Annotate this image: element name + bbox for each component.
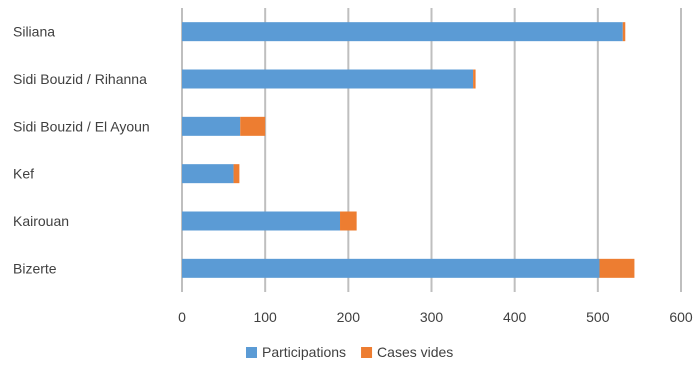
bar-participations-sidi-bouzid-rihanna bbox=[182, 69, 474, 89]
category-label: Kairouan bbox=[13, 213, 69, 229]
x-tick-label: 300 bbox=[420, 309, 444, 325]
bar-participations-kairouan bbox=[182, 211, 341, 231]
legend-swatch-cases-vides bbox=[361, 347, 373, 358]
bar-participations-bizerte bbox=[182, 258, 600, 278]
gridlines bbox=[181, 8, 682, 292]
category-label: Siliana bbox=[13, 24, 55, 40]
category-label: Sidi Bouzid / Rihanna bbox=[13, 71, 147, 87]
bar-participations-siliana bbox=[182, 22, 623, 42]
x-tick-label: 200 bbox=[337, 309, 361, 325]
bars bbox=[182, 22, 635, 278]
x-axis-tick-labels: 0 100 200 300 400 500 600 bbox=[178, 309, 693, 325]
bar-cases-vides-kairouan bbox=[340, 211, 357, 231]
bar-participations-sidi-bouzid-el-ayoun bbox=[182, 116, 241, 136]
legend-label-cases-vides: Cases vides bbox=[377, 344, 453, 360]
bar-cases-vides-kef bbox=[233, 164, 240, 184]
category-labels: Siliana Sidi Bouzid / Rihanna Sidi Bouzid … bbox=[13, 24, 150, 277]
x-tick-label: 0 bbox=[178, 309, 186, 325]
category-label: Kef bbox=[13, 166, 34, 182]
legend-label-participations: Participations bbox=[262, 344, 346, 360]
bar-cases-vides-siliana bbox=[622, 22, 626, 42]
bar-cases-vides-sidi-bouzid-el-ayoun bbox=[240, 116, 266, 136]
x-tick-label: 400 bbox=[503, 309, 527, 325]
x-tick-label: 500 bbox=[586, 309, 610, 325]
bar-participations-kef bbox=[182, 164, 234, 184]
legend-swatch-participations bbox=[246, 347, 257, 358]
x-tick-label: 100 bbox=[253, 309, 277, 325]
bar-cases-vides-bizerte bbox=[599, 258, 635, 278]
category-label: Sidi Bouzid / El Ayoun bbox=[13, 118, 150, 134]
bar-cases-vides-sidi-bouzid-rihanna bbox=[473, 69, 476, 89]
x-tick-label: 600 bbox=[669, 309, 693, 325]
legend: Participations Cases vides bbox=[246, 344, 453, 360]
category-label: Bizerte bbox=[13, 260, 57, 276]
